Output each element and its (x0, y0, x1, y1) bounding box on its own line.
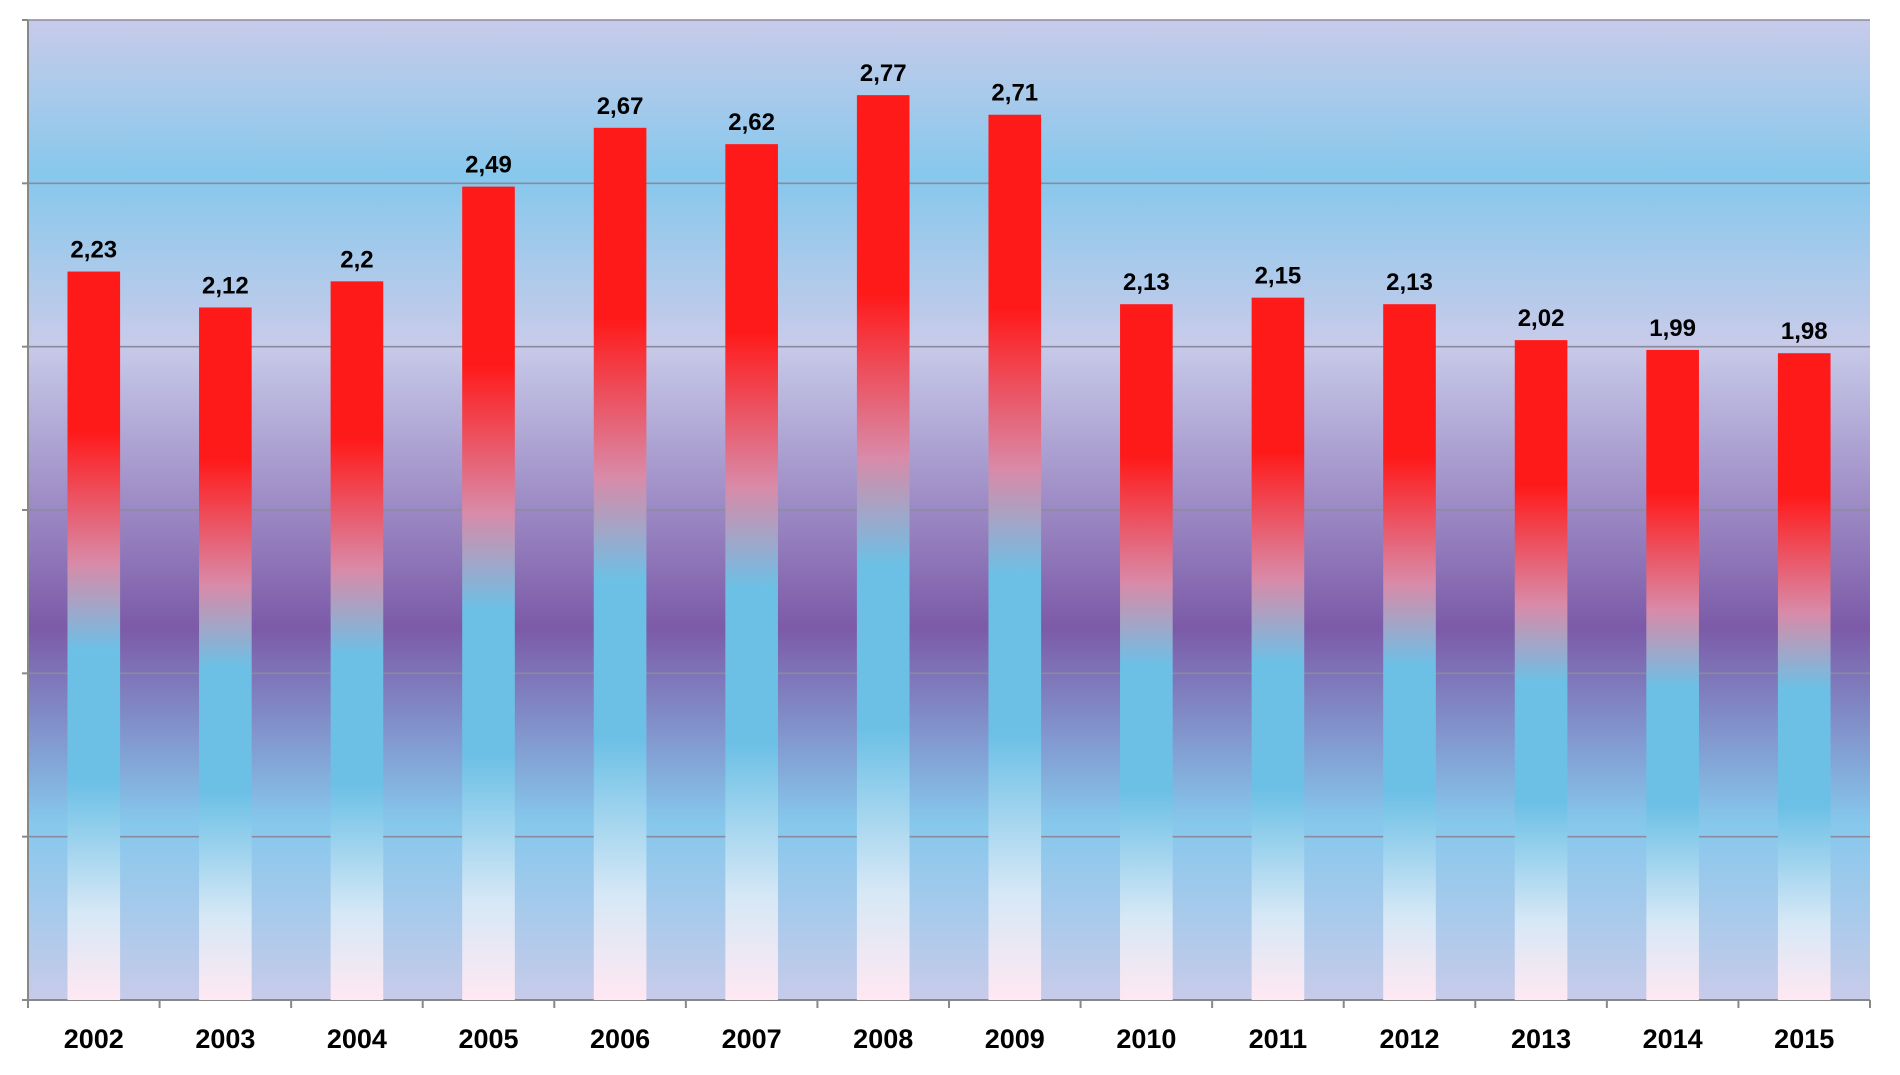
data-label-2003: 2,12 (202, 272, 249, 299)
data-label-2008: 2,77 (860, 60, 907, 87)
bar-2014 (1646, 349, 1699, 1000)
data-label-2012: 2,13 (1386, 269, 1433, 296)
data-label-2009: 2,71 (991, 80, 1038, 107)
bar-2007 (725, 144, 778, 1001)
x-tick-label-2007: 2007 (722, 1024, 782, 1054)
x-tick-label-2002: 2002 (64, 1024, 124, 1054)
data-label-2015: 1,98 (1781, 318, 1828, 345)
data-label-2002: 2,23 (70, 237, 117, 264)
x-tick-label-2003: 2003 (195, 1024, 255, 1054)
bar-2010 (1120, 304, 1173, 1000)
x-tick-label-2013: 2013 (1511, 1024, 1571, 1054)
data-label-2007: 2,62 (728, 109, 775, 136)
bar-2005 (462, 186, 515, 1001)
bar-2006 (593, 127, 647, 1001)
data-label-2013: 2,02 (1518, 305, 1565, 332)
x-tick-label-2006: 2006 (590, 1024, 650, 1054)
data-label-2006: 2,67 (597, 93, 644, 120)
x-tick-label-2008: 2008 (853, 1024, 913, 1054)
data-label-2011: 2,15 (1255, 263, 1302, 290)
x-tick-label-2010: 2010 (1116, 1024, 1176, 1054)
bar-2008 (856, 95, 910, 1001)
data-label-2014: 1,99 (1649, 315, 1696, 342)
bar-2003 (199, 307, 252, 1000)
x-tick-label-2004: 2004 (327, 1024, 387, 1054)
x-tick-label-2011: 2011 (1249, 1024, 1308, 1054)
x-tick-label-2009: 2009 (985, 1024, 1045, 1054)
data-label-2005: 2,49 (465, 152, 512, 179)
bar-2004 (330, 281, 384, 1000)
bar-2009 (988, 114, 1042, 1000)
bar-2012 (1383, 304, 1436, 1000)
bar-2011 (1251, 297, 1305, 1001)
x-tick-label-2005: 2005 (458, 1024, 518, 1054)
data-label-2004: 2,2 (340, 246, 373, 273)
x-tick-label-2015: 2015 (1774, 1024, 1834, 1054)
data-label-2010: 2,13 (1123, 269, 1170, 296)
bar-2015 (1777, 353, 1831, 1000)
bar-2002 (67, 271, 121, 1000)
x-tick-label-2012: 2012 (1379, 1024, 1439, 1054)
x-tick-label-2014: 2014 (1643, 1024, 1703, 1054)
bar-2013 (1514, 340, 1568, 1001)
